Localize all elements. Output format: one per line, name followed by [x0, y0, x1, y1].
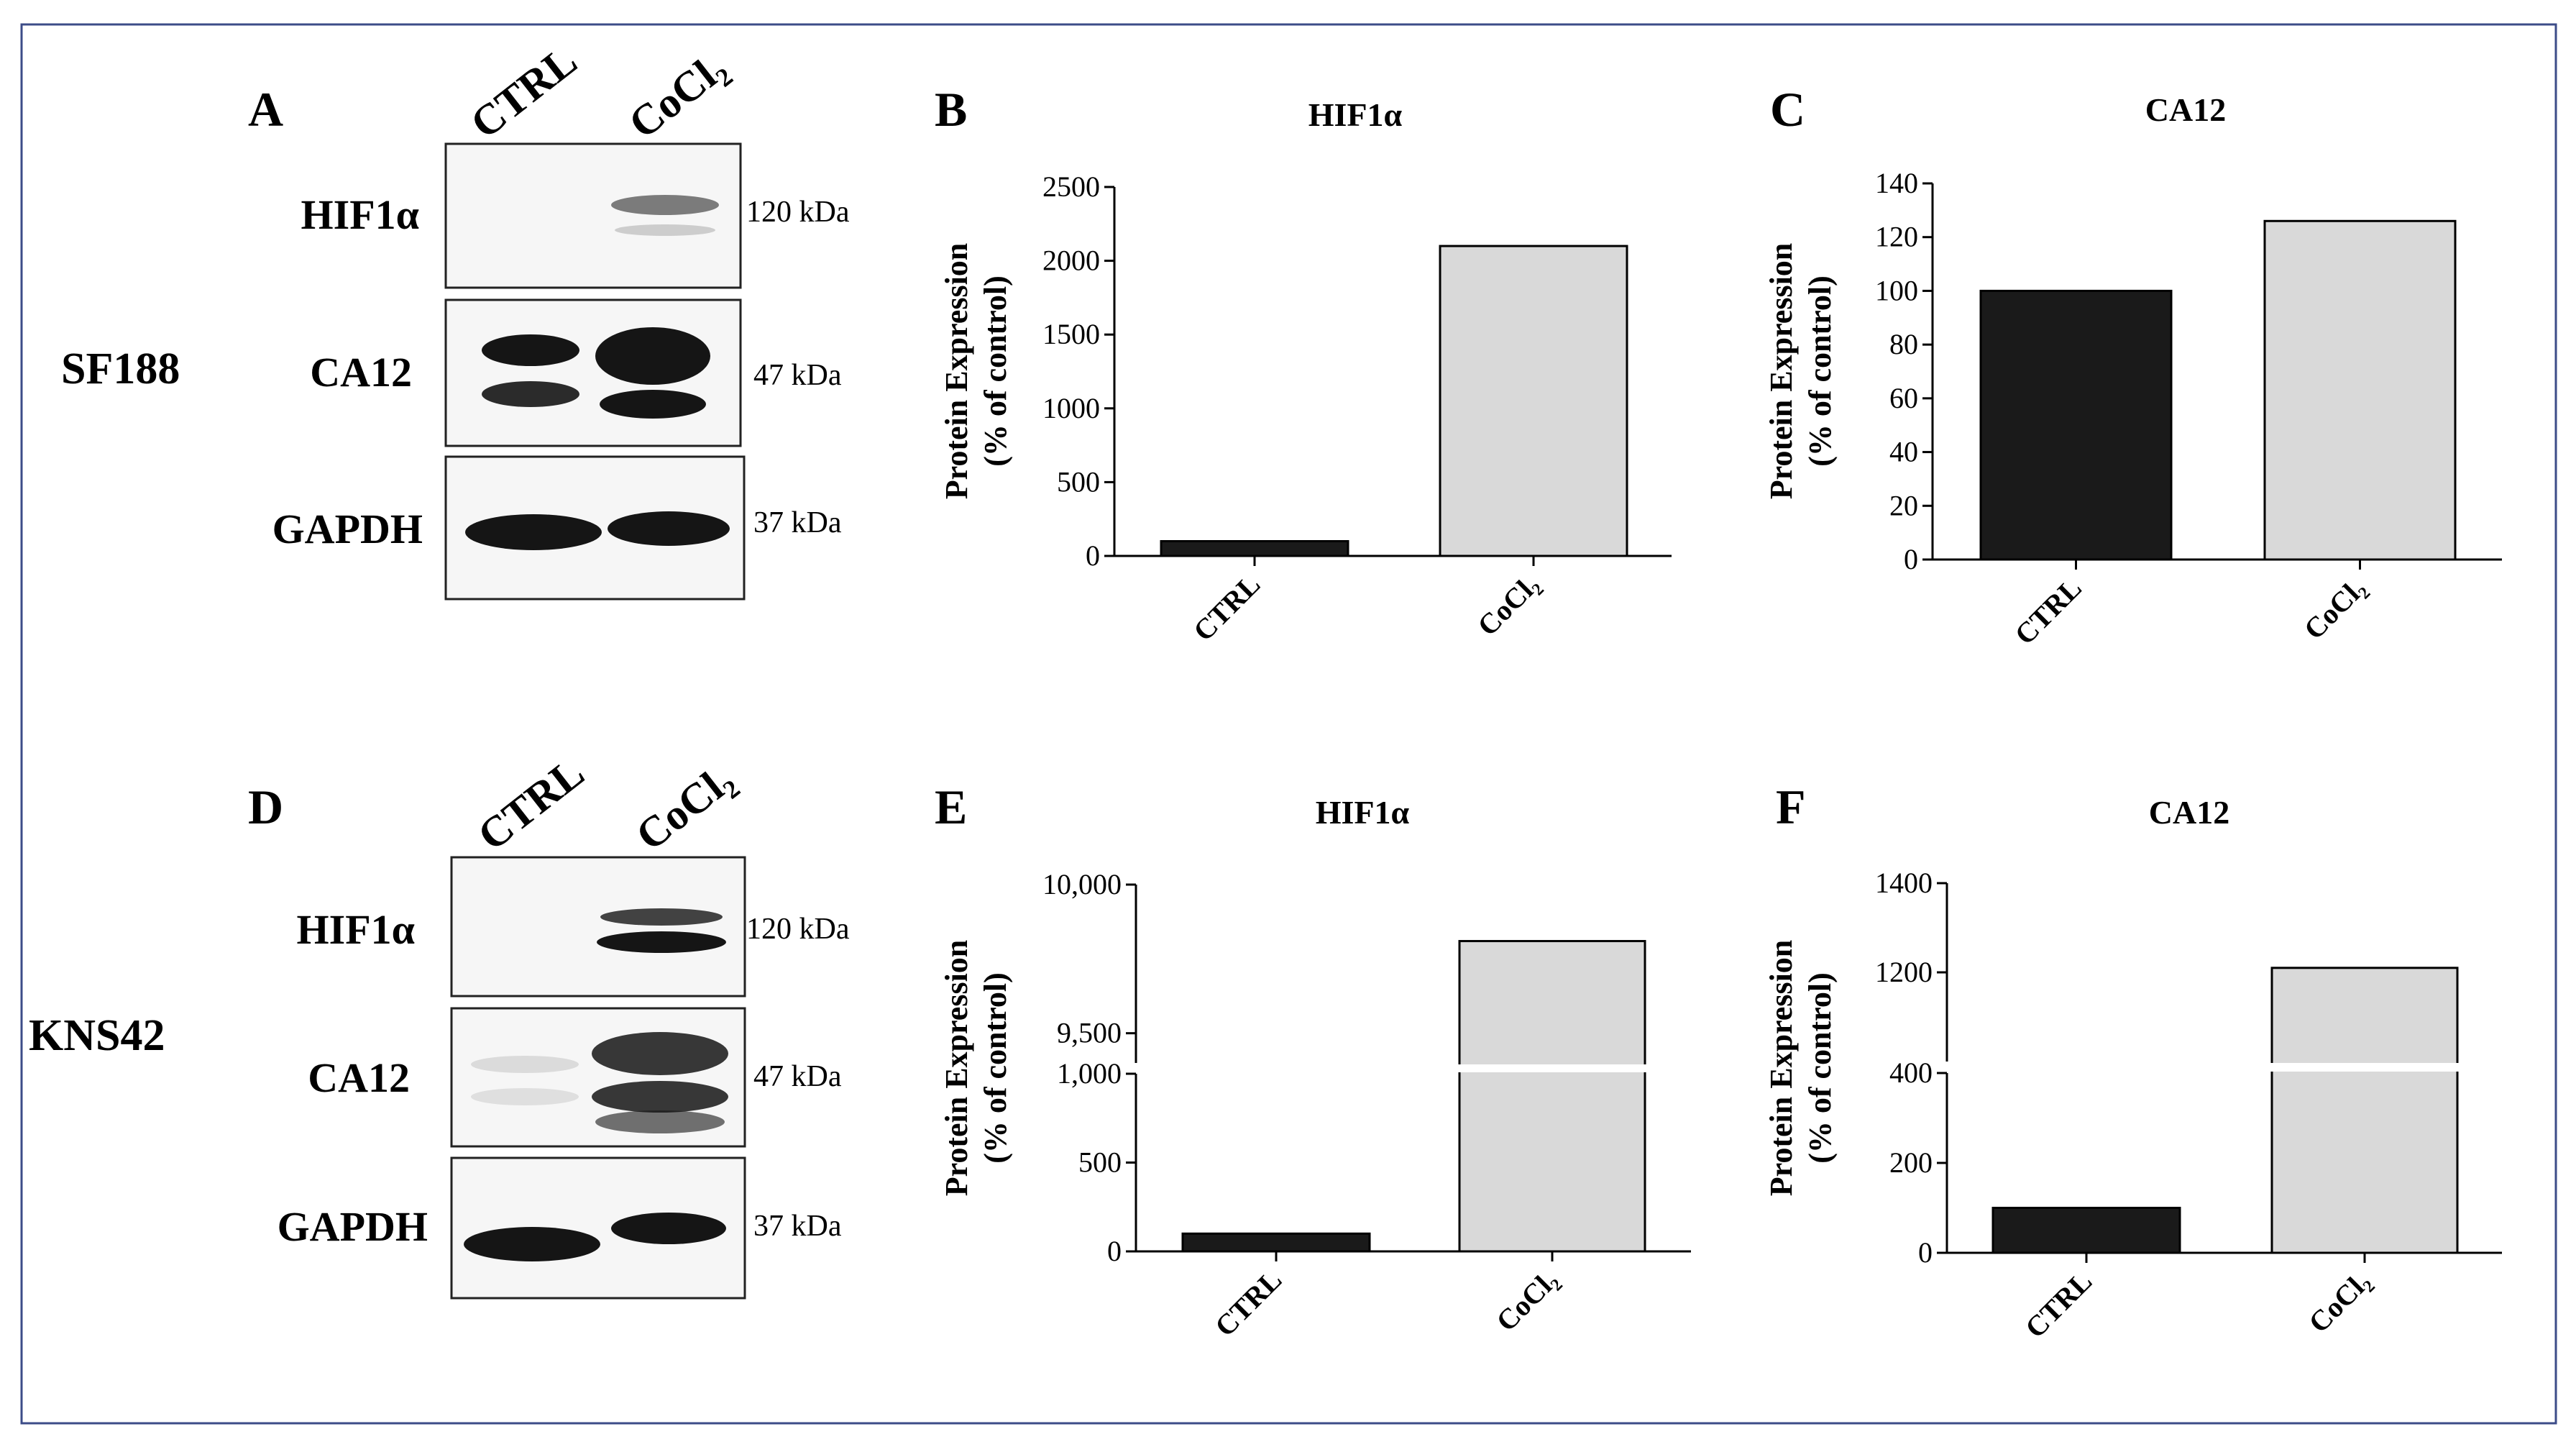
chart-title: HIF1α	[1316, 794, 1410, 831]
figure-frame	[20, 23, 2557, 1425]
y-tick-label: 1200	[1875, 956, 1933, 988]
y-tick-label: 1000	[1042, 392, 1100, 424]
western-blot-d: D CTRL CoCl₂ HIF1α CA12 GAPDH 120 kDa 47…	[248, 749, 850, 1300]
y-tick-label: 1500	[1042, 318, 1100, 350]
cell-line-kns42: KNS42	[29, 1011, 165, 1060]
y-tick-label: 60	[1889, 382, 1918, 414]
axis-break-gap	[1951, 1063, 2506, 1072]
panel-letter-a: A	[248, 82, 283, 137]
bar-ctrl	[1991, 1207, 2181, 1254]
y-tick-label: 0	[1904, 543, 1918, 575]
kda-label-47: 47 kDa	[753, 359, 842, 392]
y-tick-label: 500	[1057, 465, 1100, 498]
lane-label-cocl2: CoCl₂	[627, 755, 742, 859]
y-tick-label: 100	[1875, 274, 1918, 306]
chart-title: CA12	[2149, 794, 2229, 831]
bar-cocl2	[1439, 245, 1628, 557]
protein-label-hif1a: HIF1α	[297, 906, 415, 953]
bar-chart-c: C CA12 Protein Expression (% of control) 0 20…	[1764, 82, 2502, 651]
bar-cocl2	[2270, 967, 2459, 1254]
x-tick-label-ctrl: CTRL	[1187, 568, 1266, 647]
bar-chart-e: E HIF1α Protein Expression (% of control) 0 5…	[935, 780, 1695, 1343]
panel-letter-f: F	[1776, 780, 1806, 834]
y-tick-label: 0	[1107, 1235, 1122, 1267]
y-tick-label: 140	[1875, 167, 1918, 199]
y-axis-title: Protein Expression (% of control)	[1764, 940, 1838, 1197]
panel-letter-c: C	[1770, 82, 1805, 137]
y-tick-label: 80	[1889, 328, 1918, 360]
x-tick-label-cocl2: CoCl₂	[2302, 1265, 2376, 1339]
blot-bands-d	[464, 908, 728, 1261]
blot-strip-hif1a	[444, 142, 742, 289]
panel-letter-b: B	[935, 82, 967, 137]
x-tick-label-ctrl: CTRL	[2008, 572, 2087, 651]
protein-label-gapdh: GAPDH	[278, 1203, 428, 1250]
western-blot-a: A CTRL CoCl₂ HIF1α CA12 GAPDH 120 kDa 47…	[248, 37, 850, 601]
y-tick-label: 1,000	[1057, 1057, 1122, 1090]
protein-label-ca12: CA12	[310, 349, 412, 396]
cell-line-sf188: SF188	[61, 344, 180, 393]
x-tick-label-ctrl: CTRL	[1209, 1264, 1288, 1343]
chart-title: HIF1α	[1308, 96, 1403, 133]
kda-label-37: 37 kDa	[753, 1210, 842, 1243]
lane-label-ctrl: CTRL	[462, 37, 585, 148]
bar-cocl2	[1458, 940, 1646, 1253]
protein-label-hif1a: HIF1α	[301, 191, 419, 238]
kda-label-120: 120 kDa	[746, 913, 850, 946]
blot-bands-a	[465, 195, 730, 550]
panel-letter-e: E	[935, 780, 967, 834]
y-axis-title: Protein Expression (% of control)	[939, 243, 1013, 500]
x-tick-label-cocl2: CoCl₂	[2298, 572, 2372, 646]
y-tick-label: 200	[1889, 1146, 1933, 1179]
bar-ctrl	[1160, 539, 1349, 557]
lane-label-ctrl: CTRL	[469, 749, 592, 860]
protein-label-ca12: CA12	[308, 1054, 410, 1101]
y-tick-label: 0	[1086, 539, 1100, 572]
y-axis-title: Protein Expression (% of control)	[939, 940, 1013, 1197]
y-tick-label: 10,000	[1042, 868, 1122, 900]
bar-chart-f: F CA12 Protein Expression (% of control) 0 20…	[1764, 780, 2506, 1344]
kda-label-47: 47 kDa	[753, 1060, 842, 1093]
y-tick-label: 120	[1875, 221, 1918, 253]
x-tick-label-ctrl: CTRL	[2019, 1265, 2098, 1344]
x-tick-label-cocl2: CoCl₂	[1490, 1264, 1564, 1338]
blot-strip-hif1a	[450, 856, 746, 998]
chart-title: CA12	[2145, 91, 2226, 128]
y-tick-label: 40	[1889, 436, 1918, 468]
panel-letter-d: D	[248, 780, 283, 834]
protein-label-gapdh: GAPDH	[272, 506, 423, 552]
y-axis-title: Protein Expression (% of control)	[1764, 243, 1838, 500]
y-tick-label: 400	[1889, 1056, 1933, 1089]
y-tick-label: 20	[1889, 489, 1918, 521]
bar-ctrl	[1181, 1232, 1371, 1253]
kda-label-120: 120 kDa	[746, 196, 850, 229]
y-tick-label: 2500	[1042, 170, 1100, 203]
y-tick-label: 500	[1078, 1146, 1122, 1179]
y-tick-label: 1400	[1875, 867, 1933, 899]
bar-cocl2	[2263, 219, 2457, 561]
y-tick-label: 2000	[1042, 245, 1100, 277]
kda-label-37: 37 kDa	[753, 506, 842, 539]
y-tick-label: 0	[1918, 1236, 1933, 1269]
y-tick-label: 9,500	[1057, 1017, 1122, 1049]
axis-break-gap	[1140, 1064, 1695, 1072]
bar-chart-b: B HIF1α Protein Expression (% of control) 0 5…	[935, 82, 1672, 647]
lane-label-cocl2: CoCl₂	[620, 43, 735, 147]
x-tick-label-cocl2: CoCl₂	[1471, 568, 1545, 642]
bar-ctrl	[1979, 289, 2173, 561]
